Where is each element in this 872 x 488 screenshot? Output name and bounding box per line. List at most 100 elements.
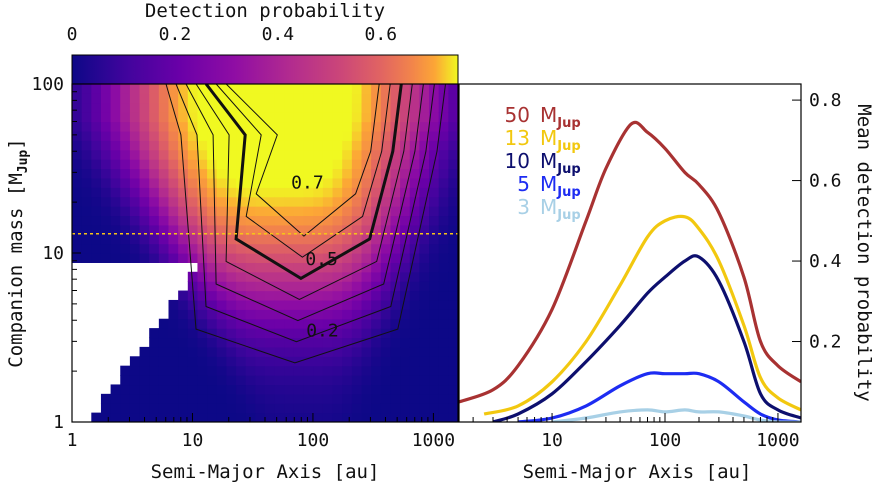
heatmap-cell: [380, 102, 392, 113]
heatmap-cell: [197, 187, 208, 198]
heatmap-cell: [429, 412, 440, 422]
heatmap-cell: [274, 93, 285, 104]
heatmap-cell: [207, 187, 218, 198]
heatmap-cell: [419, 290, 430, 301]
heatmap-cell: [322, 177, 334, 188]
heatmap-cell: [438, 140, 449, 151]
heatmap-cell: [400, 412, 411, 422]
heatmap-cell: [448, 309, 458, 320]
heatmap-cell: [429, 206, 440, 217]
heatmap-cell: [293, 253, 305, 263]
heatmap-cell: [100, 224, 112, 235]
heatmap-cell: [303, 365, 314, 376]
heatmap-cell: [332, 262, 343, 273]
heatmap-cell: [380, 271, 392, 282]
heatmap-cell: [255, 224, 266, 235]
heatmap-cell: [274, 299, 285, 310]
heatmap-cell: [322, 121, 334, 132]
heatmap-cell: [438, 281, 449, 292]
heatmap-cell: [255, 243, 266, 254]
heatmap-cell: [284, 375, 295, 386]
heatmap-cell: [351, 299, 363, 310]
heatmap-cell: [322, 206, 334, 217]
heatmap-cell: [255, 159, 266, 170]
heatmap-cell: [139, 243, 150, 254]
heatmap-cell: [168, 299, 179, 310]
heatmap-cell: [178, 346, 189, 357]
heatmap-cell: [216, 93, 227, 104]
heatmap-cell: [207, 384, 218, 395]
heatmap-y-axis-title: Companion mass [MJup]: [5, 138, 31, 367]
heatmap-cell: [351, 159, 363, 170]
heatmap-cell: [255, 187, 266, 198]
heatmap-cell: [178, 328, 189, 339]
heatmap-cell: [390, 318, 401, 329]
heatmap-cell: [274, 159, 285, 170]
heatmap-cell: [274, 271, 285, 282]
heatmap-cell: [313, 299, 324, 310]
heatmap-cell: [409, 149, 420, 160]
heatmap-cell: [245, 121, 256, 132]
heatmap-cell: [100, 102, 112, 113]
heatmap-cell: [332, 384, 343, 395]
heatmap-cell: [226, 234, 237, 245]
series-line-3-mjup: [551, 408, 801, 422]
heatmap-cell: [178, 234, 189, 245]
heatmap-cell: [168, 309, 179, 320]
heatmap-cell: [419, 412, 430, 422]
heatmap-cell: [332, 328, 343, 339]
heatmap-cell: [158, 168, 170, 179]
heatmap-cell: [187, 177, 199, 188]
heatmap-cell: [313, 403, 324, 414]
heatmap-cell: [429, 328, 440, 339]
heatmap-cell: [158, 177, 170, 188]
heatmap-cell: [303, 309, 314, 320]
heatmap-cell: [236, 346, 247, 357]
heatmap-cell: [361, 224, 372, 235]
heatmap-cell: [313, 84, 324, 94]
heatmap-cell: [293, 299, 305, 310]
heatmap-cell: [197, 253, 208, 263]
heatmap-cell: [351, 356, 363, 367]
heatmap-cell: [303, 403, 314, 414]
heatmap-cell: [429, 102, 440, 113]
heatmap-cell: [303, 112, 314, 123]
heatmap-cell: [438, 196, 449, 207]
heatmap-cell: [207, 337, 218, 348]
heatmap-cell: [236, 196, 247, 207]
heatmap-cell: [371, 393, 382, 404]
heatmap-cell: [371, 140, 382, 151]
heatmap-cell: [207, 328, 218, 339]
heatmap-cell: [274, 140, 285, 151]
heatmap-cell: [313, 356, 324, 367]
heatmap-cell: [187, 271, 199, 282]
heatmap-cell: [245, 393, 256, 404]
heatmap-cell: [168, 356, 179, 367]
heatmap-cell: [255, 299, 266, 310]
heatmap-cell: [419, 215, 430, 226]
heatmap-cell: [284, 149, 295, 160]
heatmap-cell: [274, 346, 285, 357]
heatmap-cell: [168, 84, 179, 94]
heatmap-cell: [332, 356, 343, 367]
heatmap-cell: [236, 309, 247, 320]
series-line-50-mjup: [459, 120, 801, 404]
heatmap-cell: [81, 130, 92, 141]
heatmap-cell: [342, 140, 353, 151]
heatmap-cell: [380, 393, 392, 404]
heatmap-cell: [342, 159, 353, 170]
heatmap-panel: 0.7 0.5 0.2 1 10 100 1000 1 10 100 Semi-Major Ax…: [5, 74, 459, 483]
heatmap-cell: [245, 328, 256, 339]
heatmap-cell: [342, 412, 353, 422]
heatmap-cell: [303, 346, 314, 357]
heatmap-cell: [129, 159, 141, 170]
heatmap-cell: [178, 224, 189, 235]
heatmap-cell: [332, 309, 343, 320]
heatmap-cell: [293, 121, 305, 132]
heatmap-cell: [429, 243, 440, 254]
heatmap-cell: [303, 271, 314, 282]
line-panel-frame: [458, 83, 802, 423]
heatmap-cell: [255, 253, 266, 263]
heatmap-cell: [351, 271, 363, 282]
heatmap-cell: [110, 93, 121, 104]
